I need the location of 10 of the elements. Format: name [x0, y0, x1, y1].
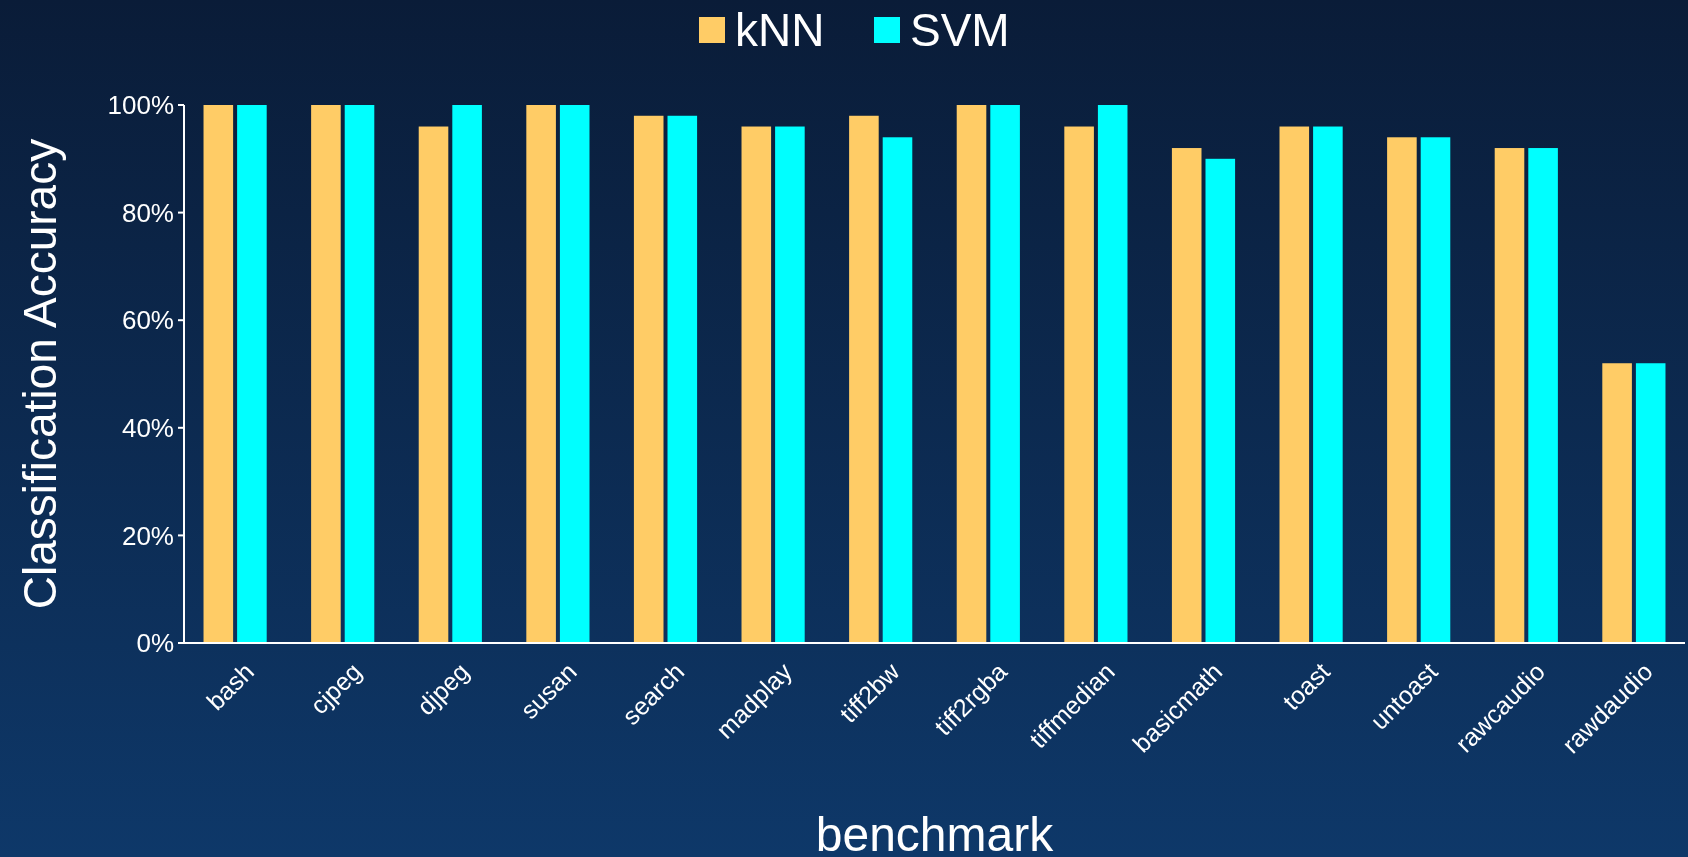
legend-label: kNN [735, 4, 825, 56]
y-axis-title: Classification Accuracy [14, 138, 66, 610]
y-tick-label: 40% [121, 412, 174, 443]
x-axis-title: benchmark [815, 808, 1055, 857]
y-tick-label: 100% [107, 90, 174, 121]
y-tick-label: 0% [136, 628, 174, 659]
y-tick-label: 20% [121, 520, 174, 551]
y-tick-label: 60% [121, 305, 174, 336]
legend-label: SVM [910, 4, 1010, 56]
y-tick-label: 80% [121, 197, 174, 228]
